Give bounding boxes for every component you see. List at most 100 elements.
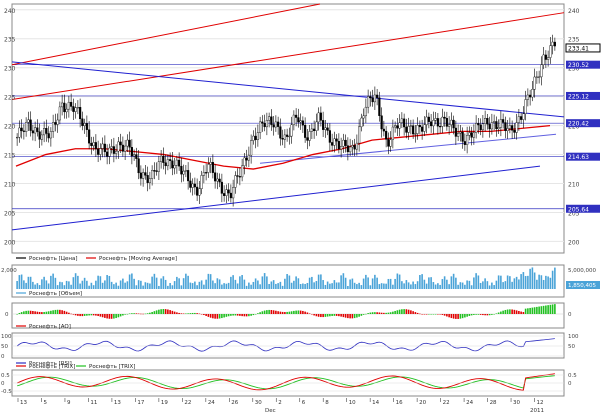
candle <box>40 134 43 140</box>
oscillator-bar <box>333 314 336 316</box>
volume-bar <box>432 282 435 289</box>
oscillator-bar <box>36 311 39 314</box>
oscillator-bar <box>99 314 102 317</box>
candle <box>517 116 520 123</box>
candle <box>407 126 410 133</box>
volume-bar <box>554 267 556 289</box>
candle <box>533 76 536 90</box>
oscillator-bar <box>95 314 97 316</box>
price-tick-label-left: 220 <box>4 124 16 131</box>
candle <box>241 165 244 178</box>
oscillator-bar <box>77 314 79 316</box>
volume-bar <box>423 279 426 289</box>
volume-bar <box>369 285 372 289</box>
oscillator-bar <box>160 309 162 314</box>
volume-bar <box>149 283 151 289</box>
oscillator-bar <box>86 314 88 316</box>
candle <box>394 125 397 128</box>
candle <box>286 134 289 137</box>
candle <box>324 127 327 130</box>
volume-bar <box>117 285 120 289</box>
volume-bar <box>403 283 405 289</box>
candle <box>299 120 302 123</box>
candle <box>20 127 23 132</box>
volume-bar <box>236 283 239 289</box>
oscillator-bar <box>434 313 437 315</box>
volume-bar <box>18 275 21 289</box>
candle <box>277 121 280 127</box>
candle <box>63 102 66 113</box>
price-tick-label-left: 235 <box>4 37 16 44</box>
volume-bar <box>194 281 196 289</box>
volume-bar <box>315 281 318 289</box>
oscillator-bar <box>41 312 43 314</box>
volume-bar <box>266 276 268 289</box>
volume-bar <box>252 281 255 289</box>
price-candles <box>16 34 556 207</box>
oscillator-bar <box>131 313 133 314</box>
volume-bar <box>275 283 277 289</box>
candle <box>477 123 480 126</box>
oscillator-bar <box>115 314 117 319</box>
candle <box>495 121 498 130</box>
candle <box>479 124 482 131</box>
current-price-box <box>565 43 601 53</box>
oscillator-bar <box>142 313 144 315</box>
candle <box>292 114 295 125</box>
candle <box>466 135 469 145</box>
x-month-label: 2011 <box>530 408 544 414</box>
candle <box>331 142 334 146</box>
volume-bar <box>410 284 412 289</box>
trix-tick-left: -0.5 <box>1 389 12 395</box>
volume-bar <box>36 283 39 289</box>
oscillator-bar <box>81 314 84 317</box>
price-tick-label-left: 230 <box>4 66 16 73</box>
oscillator-bar <box>200 314 203 315</box>
oscillator-bar <box>394 310 396 314</box>
oscillator-bar <box>288 311 291 314</box>
candle <box>81 118 84 126</box>
volume-bar <box>378 284 381 289</box>
oscillator-bar <box>320 314 322 318</box>
oscillator-bar <box>515 310 518 314</box>
candle <box>243 157 246 167</box>
oscillator-bar <box>376 312 378 314</box>
candle <box>263 123 266 128</box>
oscillator-bar <box>113 314 115 319</box>
legend-label: Роснефть [Moving Average] <box>99 256 177 262</box>
candle <box>315 121 318 132</box>
candle <box>173 165 176 169</box>
volume-bar <box>108 275 111 289</box>
candle <box>328 130 331 143</box>
volume-bar <box>158 285 160 289</box>
oscillator-bar <box>484 314 486 316</box>
candle <box>385 130 388 140</box>
volume-bar <box>23 280 25 289</box>
candle <box>58 106 61 121</box>
candle <box>281 138 284 140</box>
candle <box>378 97 381 116</box>
level-label-box <box>566 91 600 100</box>
volume-bar <box>389 278 392 289</box>
rsi-tick-left: 0 <box>1 354 5 360</box>
x-tick-label: 17 <box>137 400 144 406</box>
candle <box>520 116 523 120</box>
oscillator-bar <box>171 310 174 314</box>
x-tick-label: 28 <box>490 400 497 406</box>
candle <box>148 178 151 183</box>
oscillator-bar <box>25 310 27 314</box>
candle <box>322 120 325 130</box>
x-tick-label: 13 <box>20 400 27 406</box>
candle <box>373 94 376 103</box>
candle <box>103 143 106 153</box>
candle <box>452 119 455 129</box>
volume-bar <box>547 276 549 289</box>
candle <box>486 118 489 125</box>
oscillator-bar <box>185 313 187 314</box>
candle <box>130 147 133 157</box>
volume-bar <box>452 273 455 289</box>
oscillator-bar <box>554 304 556 314</box>
oscillator-bar <box>387 312 390 314</box>
oscillator-tick-left: 0 <box>5 312 9 318</box>
